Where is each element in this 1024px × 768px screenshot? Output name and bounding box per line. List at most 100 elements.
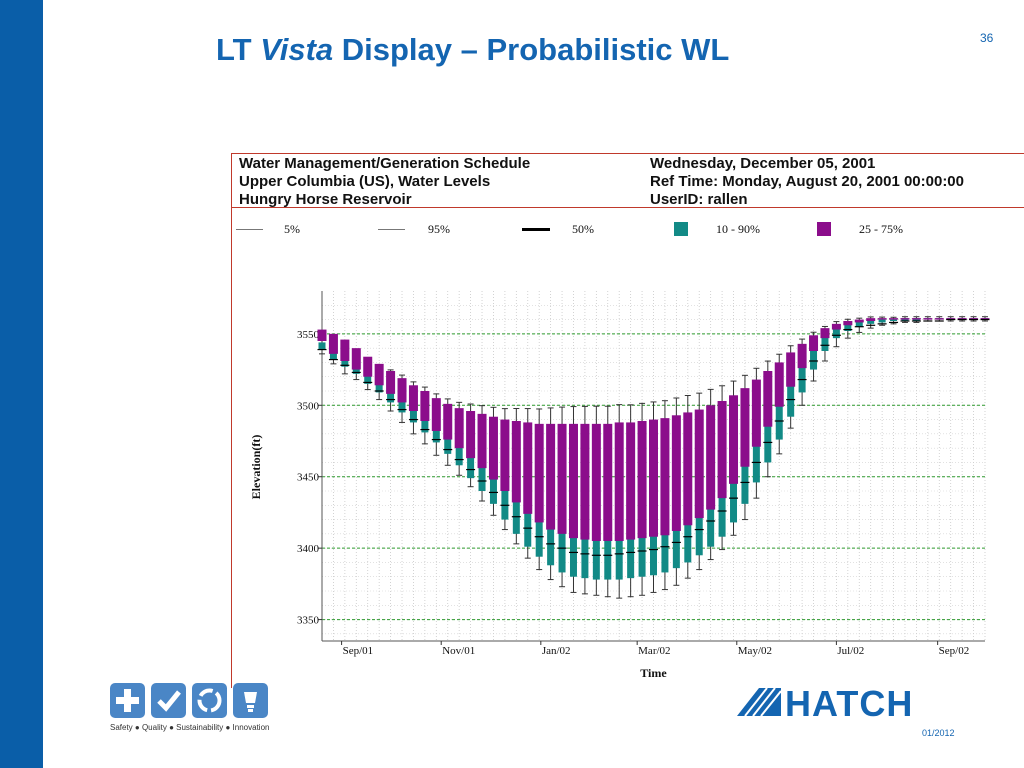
x-axis-label: Time bbox=[640, 666, 667, 680]
box-25-75 bbox=[420, 391, 430, 421]
header-userid: UserID: rallen bbox=[650, 191, 748, 208]
box-25-75 bbox=[774, 362, 784, 407]
box-25-75 bbox=[957, 318, 967, 320]
box-25-75 bbox=[649, 419, 658, 537]
footer-date: 01/2012 bbox=[922, 728, 955, 738]
hatch-logo-icon bbox=[737, 688, 781, 716]
box-25-75 bbox=[466, 411, 476, 459]
safety-cross-icon bbox=[110, 683, 145, 718]
box-25-75 bbox=[809, 335, 819, 351]
box-10-90 bbox=[844, 322, 852, 331]
box-25-75 bbox=[820, 328, 830, 339]
box-25-75 bbox=[477, 413, 487, 469]
box-10-90 bbox=[832, 325, 840, 339]
legend-25-75-label: 25 - 75% bbox=[859, 222, 903, 236]
legend-5-line bbox=[236, 229, 263, 230]
box-25-75 bbox=[923, 318, 933, 320]
x-tick-label: Nov/01 bbox=[442, 645, 475, 657]
x-tick-label: Jul/02 bbox=[837, 645, 864, 657]
x-tick-label: Sep/02 bbox=[939, 645, 970, 657]
box-25-75 bbox=[317, 329, 327, 341]
box-25-75 bbox=[431, 398, 441, 431]
box-25-75 bbox=[546, 423, 556, 530]
innovation-bulb-icon bbox=[233, 683, 268, 718]
box-25-75 bbox=[660, 418, 670, 536]
box-10-90 bbox=[855, 321, 863, 327]
box-25-75 bbox=[980, 318, 990, 320]
box-25-75 bbox=[454, 408, 464, 449]
elevation-chart: 3350 3400 3450 3500 3550 Sep/01 Nov/01 Jan/02 Ma… bbox=[249, 291, 990, 680]
sustainability-cycle-icon bbox=[192, 683, 227, 718]
box-10-90 bbox=[890, 319, 898, 321]
legend-95-line bbox=[378, 229, 405, 230]
box-25-75 bbox=[854, 319, 864, 323]
x-tick-label: May/02 bbox=[738, 645, 772, 657]
box-25-75 bbox=[386, 371, 396, 394]
legend-95-label: 95% bbox=[428, 222, 450, 236]
box-25-75 bbox=[511, 421, 521, 503]
left-sidebar-bar bbox=[0, 0, 43, 768]
box-25-75 bbox=[534, 423, 544, 523]
box-25-75 bbox=[751, 379, 761, 447]
box-25-75 bbox=[706, 405, 716, 510]
y-tick-label: 3500 bbox=[297, 400, 320, 412]
box-25-75 bbox=[374, 363, 384, 386]
box-25-75 bbox=[763, 371, 773, 427]
box-10-90 bbox=[810, 338, 818, 370]
legend-10-90-label: 10 - 90% bbox=[716, 222, 760, 236]
box-25-75 bbox=[900, 318, 910, 320]
box-25-75 bbox=[866, 318, 876, 321]
header-date: Wednesday, December 05, 2001 bbox=[650, 155, 876, 172]
y-tick-label: 3550 bbox=[297, 329, 320, 341]
box-25-75 bbox=[969, 318, 979, 320]
box-25-75 bbox=[683, 412, 693, 526]
box-10-90 bbox=[798, 346, 806, 393]
box-25-75 bbox=[694, 409, 704, 519]
box-25-75 bbox=[946, 318, 956, 320]
box-25-75 bbox=[637, 421, 647, 539]
box-25-75 bbox=[626, 422, 636, 540]
box-25-75 bbox=[877, 318, 887, 320]
box-25-75 bbox=[603, 423, 613, 541]
box-25-75 bbox=[500, 419, 510, 491]
box-25-75 bbox=[934, 318, 944, 320]
x-tick-label: Sep/01 bbox=[343, 645, 374, 657]
legend-50-line bbox=[522, 228, 550, 231]
box-25-75 bbox=[488, 416, 498, 480]
box-25-75 bbox=[363, 356, 373, 377]
legend-25-75-swatch bbox=[817, 222, 831, 236]
y-tick-label: 3400 bbox=[297, 543, 320, 555]
box-25-75 bbox=[911, 318, 921, 320]
box-25-75 bbox=[523, 422, 533, 514]
page-number: 36 bbox=[980, 31, 994, 45]
quality-check-icon bbox=[151, 683, 186, 718]
box-25-75 bbox=[729, 395, 739, 484]
box-25-75 bbox=[797, 343, 807, 369]
box-25-75 bbox=[831, 323, 841, 330]
box-25-75 bbox=[614, 422, 624, 541]
box-25-75 bbox=[740, 388, 750, 467]
hatch-logo-text: HATCH bbox=[785, 683, 914, 724]
header-ref-time: Ref Time: Monday, August 20, 2001 00:00:… bbox=[650, 173, 964, 190]
legend-50-label: 50% bbox=[572, 222, 594, 236]
box-25-75 bbox=[351, 348, 361, 370]
x-tick-label: Mar/02 bbox=[638, 645, 670, 657]
values-tagline: Safety ● Quality ● Sustainability ● Inno… bbox=[110, 723, 270, 732]
header-schedule: Water Management/Generation Schedule bbox=[239, 155, 531, 172]
legend-5-label: 5% bbox=[284, 222, 300, 236]
box-25-75 bbox=[568, 423, 578, 539]
header-region: Upper Columbia (US), Water Levels bbox=[239, 173, 491, 190]
y-tick-label: 3350 bbox=[297, 615, 320, 627]
box-25-75 bbox=[786, 352, 796, 387]
slide-title: LT Vista Display – Probabilistic WL bbox=[216, 32, 730, 67]
box-10-90 bbox=[318, 342, 326, 350]
x-tick-label: Jan/02 bbox=[542, 645, 571, 657]
box-25-75 bbox=[671, 415, 681, 531]
box-25-75 bbox=[443, 403, 453, 440]
box-25-75 bbox=[591, 423, 601, 541]
y-axis-label: Elevation(ft) bbox=[249, 435, 263, 500]
header-reservoir: Hungry Horse Reservoir bbox=[239, 191, 412, 208]
box-25-75 bbox=[717, 401, 727, 499]
box-25-75 bbox=[328, 333, 338, 354]
box-25-75 bbox=[557, 423, 567, 534]
